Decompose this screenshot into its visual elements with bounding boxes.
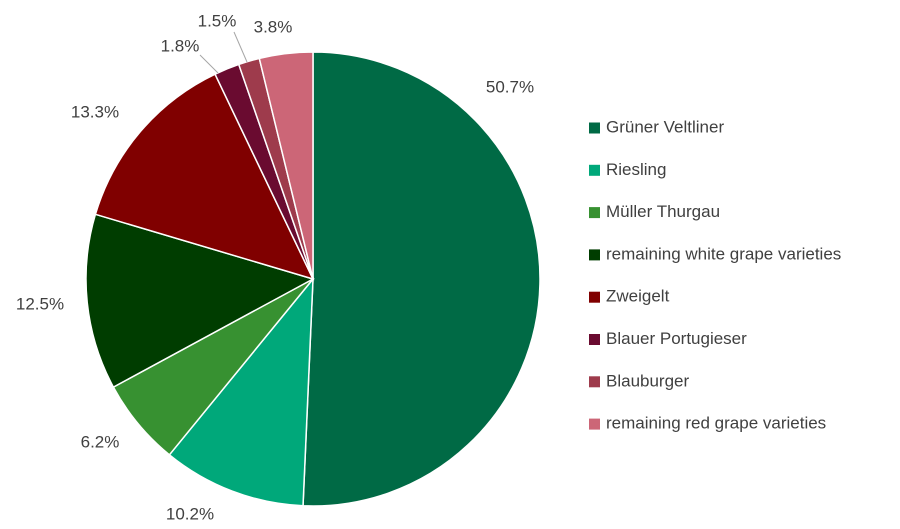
legend-label: Blauburger xyxy=(606,371,690,390)
legend-swatch xyxy=(589,418,600,430)
legend-swatch xyxy=(589,164,600,176)
legend-swatch xyxy=(589,291,600,303)
legend-swatch xyxy=(589,376,600,388)
data-label: 3.8% xyxy=(254,17,293,36)
data-label: 6.2% xyxy=(81,432,120,451)
legend-label: Grüner Veltliner xyxy=(606,117,724,136)
data-label: 50.7% xyxy=(486,77,534,96)
legend-label: Blauer Portugieser xyxy=(606,329,747,348)
pie-slice xyxy=(258,51,314,280)
pie-slice xyxy=(85,213,315,389)
leader-line xyxy=(233,31,248,63)
pie-slice xyxy=(302,51,541,507)
leader-line xyxy=(199,54,219,74)
data-label: 10.2% xyxy=(166,504,214,523)
legend-swatch xyxy=(589,334,600,345)
legend-label: remaining red grape varieties xyxy=(606,414,826,433)
data-label: 1.5% xyxy=(198,11,237,30)
legend-label: Riesling xyxy=(606,160,666,179)
data-label: 1.8% xyxy=(161,36,200,55)
pie-slice xyxy=(168,276,314,507)
legend-label: Müller Thurgau xyxy=(606,202,720,221)
legend-label: remaining white grape varieties xyxy=(606,244,841,263)
data-label: 12.5% xyxy=(16,294,64,313)
pie-slice xyxy=(94,73,315,281)
data-label: 13.3% xyxy=(71,102,119,121)
legend-swatch xyxy=(589,207,600,219)
legend-label: Zweigelt xyxy=(606,287,670,306)
legend-swatch xyxy=(589,122,600,134)
legend-swatch xyxy=(589,249,600,261)
